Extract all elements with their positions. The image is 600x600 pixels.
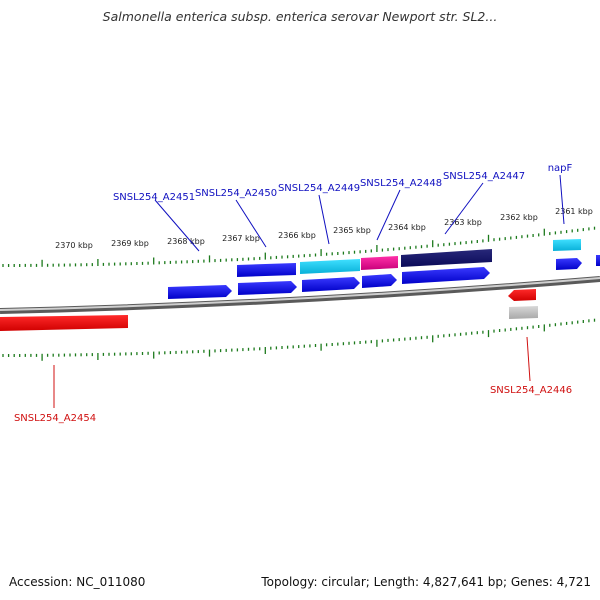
genome-backbone-highlight: [0, 277, 600, 311]
tick-label: 2366 kbp: [278, 231, 316, 240]
tick-label: 2363 kbp: [444, 218, 482, 227]
gene-feature[interactable]: [237, 263, 296, 277]
reverse-gene-row: [0, 289, 538, 331]
leader-line: [526, 336, 531, 382]
gene-arrow-forward[interactable]: [238, 281, 297, 295]
tick-label: 2370 kbp: [55, 241, 93, 250]
leader-line: [235, 199, 267, 248]
gene-arrow-forward[interactable]: [556, 258, 582, 270]
accession-text: Accession: NC_011080: [9, 575, 145, 589]
gene-feature[interactable]: [361, 256, 398, 270]
gene-label-forward[interactable]: SNSL254_A2449: [278, 183, 360, 194]
gene-feature[interactable]: [401, 249, 492, 267]
tick-label: 2367 kbp: [222, 234, 260, 243]
forward-gene-row: [168, 255, 600, 299]
gene-arrow-forward[interactable]: [302, 277, 360, 292]
gene-feature[interactable]: [553, 239, 581, 251]
leader-line: [154, 199, 200, 252]
leader-line: [318, 194, 330, 245]
tick-label: 2368 kbp: [167, 237, 205, 246]
tick-label: 2369 kbp: [111, 239, 149, 248]
tick-label: 2361 kbp: [555, 207, 593, 216]
forward-tick-track: [2, 226, 596, 267]
feature-gene-row: [237, 239, 581, 277]
gene-feature[interactable]: [300, 259, 360, 274]
gene-label-reverse[interactable]: SNSL254_A2446: [490, 385, 572, 396]
gene-arrow-forward[interactable]: [402, 267, 490, 284]
tick-labels: 2370 kbp 2369 kbp 2368 kbp 2367 kbp 2366…: [55, 207, 593, 250]
label-leader-lines: [53, 174, 565, 408]
gene-arrow-reverse[interactable]: [508, 289, 536, 301]
gene-pseudo[interactable]: [509, 306, 538, 319]
reverse-tick-track: [2, 318, 596, 361]
gene-label-forward[interactable]: SNSL254_A2451: [113, 192, 195, 203]
gene-label-forward[interactable]: napF: [548, 163, 573, 174]
tick-label: 2362 kbp: [500, 213, 538, 222]
leader-line: [444, 182, 484, 235]
tick-label: 2364 kbp: [388, 223, 426, 232]
leader-line: [559, 174, 565, 225]
gene-label-forward[interactable]: SNSL254_A2450: [195, 188, 277, 199]
gene-label-reverse[interactable]: SNSL254_A2454: [14, 413, 96, 424]
gene-label-forward[interactable]: SNSL254_A2448: [360, 178, 442, 189]
gene-labels: SNSL254_A2451 SNSL254_A2450 SNSL254_A244…: [14, 163, 573, 424]
leader-line: [376, 189, 401, 241]
gene-arrow-forward[interactable]: [362, 274, 397, 288]
gene-arrow-reverse[interactable]: [0, 315, 128, 331]
tick-label: 2365 kbp: [333, 226, 371, 235]
map-title: Salmonella enterica subsp. enterica sero…: [103, 9, 498, 24]
gene-arrow-forward[interactable]: [596, 255, 600, 266]
genome-stats-text: Topology: circular; Length: 4,827,641 bp…: [260, 575, 591, 589]
gene-arrow-forward[interactable]: [168, 285, 232, 299]
gene-label-forward[interactable]: SNSL254_A2447: [443, 171, 525, 182]
